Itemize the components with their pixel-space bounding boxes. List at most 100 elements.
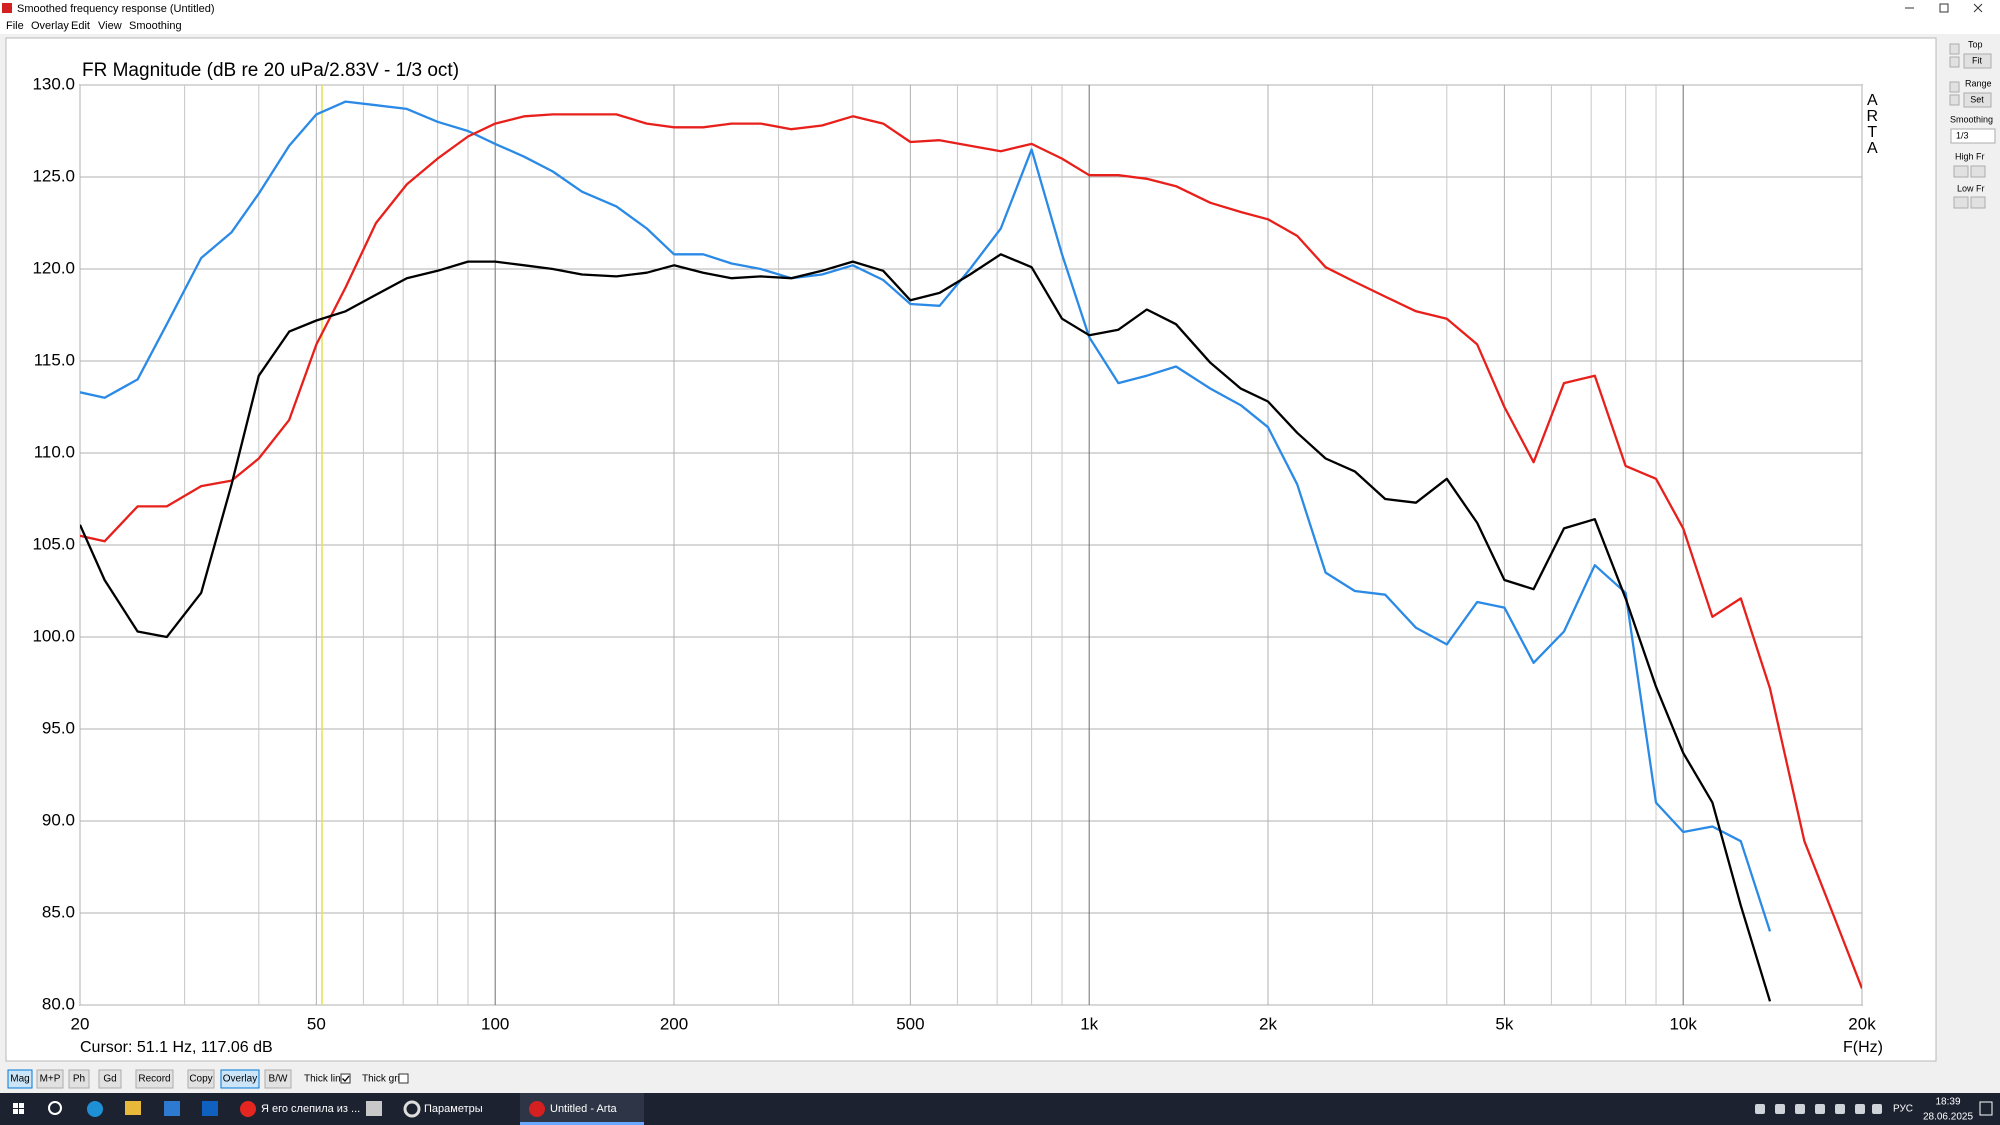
- store-icon[interactable]: [164, 1101, 180, 1116]
- checkmark: [342, 1075, 350, 1082]
- taskbar-app[interactable]: Параметры: [424, 1103, 483, 1115]
- taskbar-app[interactable]: Я его слепила из ...: [261, 1103, 360, 1115]
- button-label[interactable]: Set: [1970, 94, 1984, 104]
- language[interactable]: РУС: [1893, 1104, 1913, 1115]
- button-label[interactable]: Fit: [1972, 55, 1982, 65]
- tray-icon[interactable]: [1835, 1104, 1845, 1114]
- toolbar-button-label[interactable]: Gd: [103, 1074, 116, 1085]
- checkbox[interactable]: [398, 1073, 409, 1084]
- tray-icon[interactable]: [1755, 1104, 1765, 1114]
- browser-icon[interactable]: [240, 1101, 256, 1117]
- spin-left[interactable]: [1953, 196, 1969, 209]
- toolbar-button[interactable]: [187, 1069, 215, 1089]
- spin-left[interactable]: [1953, 165, 1969, 178]
- dropdown[interactable]: [1950, 128, 1996, 144]
- search-icon[interactable]: [48, 1101, 62, 1115]
- title-bar: [0, 0, 2000, 17]
- spin-right[interactable]: [1970, 165, 1986, 178]
- y-tick-label: 125.0: [32, 166, 75, 185]
- x-tick-label: 1k: [1080, 1014, 1098, 1033]
- curves: [80, 85, 1862, 1005]
- menu-item[interactable]: Overlay: [31, 20, 69, 32]
- x-tick-label: 5k: [1495, 1014, 1513, 1033]
- spin-right[interactable]: [1970, 196, 1986, 209]
- toolbar: [0, 1064, 2000, 1093]
- x-tick-label: 200: [660, 1014, 688, 1033]
- button[interactable]: [1963, 53, 1992, 69]
- clock-date[interactable]: 28.06.2025: [1923, 1112, 1973, 1123]
- toolbar-button-label[interactable]: Record: [138, 1074, 170, 1085]
- toolbar-button-label[interactable]: Mag: [10, 1074, 29, 1085]
- label: Low Fr: [1957, 183, 1985, 193]
- x-axis-label: F(Hz): [1843, 1039, 1883, 1056]
- x-tick-label: 2k: [1259, 1014, 1277, 1033]
- x-tick-label: 10k: [1669, 1014, 1697, 1033]
- button[interactable]: [1963, 92, 1992, 108]
- menu-item[interactable]: Smoothing: [129, 20, 182, 32]
- checkbox[interactable]: [340, 1073, 351, 1084]
- spin-up[interactable]: [1949, 43, 1960, 55]
- response-curve: [80, 113, 1862, 989]
- y-tick-label: 115.0: [34, 350, 75, 369]
- response-curve: [80, 253, 1772, 1002]
- tray-icon[interactable]: [1872, 1104, 1882, 1114]
- toolbar-button[interactable]: [98, 1069, 122, 1089]
- toolbar-button-label[interactable]: Copy: [189, 1074, 212, 1085]
- toolbar-button[interactable]: [36, 1069, 64, 1089]
- active-task-indicator: [520, 1122, 644, 1125]
- branding: ARTA: [1864, 92, 1881, 156]
- taskbar: [0, 1093, 2000, 1125]
- y-tick-label: 110.0: [34, 442, 75, 461]
- y-tick-label: 80.0: [42, 994, 75, 1013]
- y-tick-label: 85.0: [42, 902, 75, 921]
- toolbar-button[interactable]: [68, 1069, 90, 1089]
- menu-item[interactable]: View: [98, 20, 122, 32]
- x-tick-label: 20k: [1848, 1014, 1876, 1033]
- menu-item[interactable]: File: [6, 20, 24, 32]
- y-tick-label: 95.0: [42, 718, 75, 737]
- taskbar-app[interactable]: Untitled - Arta: [550, 1103, 618, 1115]
- label: Smoothing: [1950, 114, 1993, 124]
- checkbox-label[interactable]: Thick grid: [362, 1074, 405, 1085]
- x-tick-label: 50: [307, 1014, 326, 1033]
- restore[interactable]: [1939, 3, 1949, 13]
- toolbar-button[interactable]: [220, 1069, 260, 1089]
- outlook-icon[interactable]: [202, 1101, 218, 1116]
- tray-icon[interactable]: [1855, 1104, 1865, 1114]
- toolbar-button[interactable]: [135, 1069, 174, 1089]
- tray-icon[interactable]: [1795, 1104, 1805, 1114]
- menu-bar: [0, 17, 2000, 34]
- notification-button[interactable]: [1979, 1101, 1993, 1116]
- y-tick-label: 100.0: [32, 626, 75, 645]
- toolbar-button-label[interactable]: Ph: [73, 1074, 85, 1085]
- arta-icon[interactable]: [529, 1101, 545, 1117]
- clock-time[interactable]: 18:39: [1935, 1097, 1960, 1108]
- app-icon: [2, 3, 12, 13]
- toolbar-button[interactable]: [264, 1069, 292, 1089]
- tray-icon[interactable]: [1775, 1104, 1785, 1114]
- toolbar-button-label[interactable]: Overlay: [223, 1074, 257, 1085]
- edge-icon[interactable]: [87, 1101, 103, 1117]
- close[interactable]: [1973, 3, 1983, 13]
- spin-down[interactable]: [1949, 94, 1960, 106]
- label: High Fr: [1955, 151, 1985, 161]
- menu-item[interactable]: Edit: [71, 20, 90, 32]
- tray-icon[interactable]: [1815, 1104, 1825, 1114]
- toolbar-button[interactable]: [7, 1069, 33, 1089]
- dropdown-value[interactable]: 1/3: [1956, 130, 1969, 140]
- spin-down[interactable]: [1949, 56, 1960, 68]
- toolbar-button-label[interactable]: M+P: [40, 1074, 61, 1085]
- spin-up[interactable]: [1949, 81, 1960, 93]
- start-button[interactable]: [13, 1103, 24, 1114]
- side-panel: [1939, 38, 2000, 1061]
- settings-icon[interactable]: [403, 1100, 421, 1118]
- checkbox-label[interactable]: Thick line: [304, 1074, 347, 1085]
- notepad-icon[interactable]: [366, 1101, 382, 1116]
- ui-items: File Overlay Edit View SmoothingTopFitRangeS…: [6, 20, 1996, 1089]
- response-curve: [80, 100, 1772, 932]
- toolbar-button-label[interactable]: B/W: [269, 1074, 288, 1085]
- label: Range: [1965, 78, 1992, 88]
- window-controls[interactable]: [1905, 3, 1983, 13]
- explorer-icon[interactable]: [125, 1101, 141, 1115]
